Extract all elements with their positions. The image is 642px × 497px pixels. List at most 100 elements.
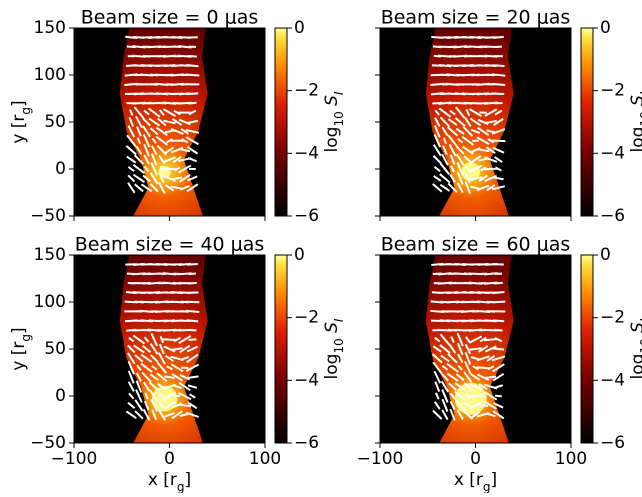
polarization-tick [493, 348, 504, 349]
label-part: g [19, 107, 33, 115]
label-part: 10 [638, 111, 642, 126]
panel-title: Beam size = 20 μas [381, 7, 571, 29]
y-tick-label: 0 [55, 386, 66, 406]
colorbar-tick-label: −4 [600, 370, 625, 390]
colorbar-tick-label: −2 [294, 81, 319, 101]
colorbar-tick-label: −2 [600, 81, 625, 101]
polarization-tick [494, 330, 502, 331]
label-part: log [628, 127, 642, 153]
label-part: 10 [332, 338, 346, 353]
label-part: x [r [148, 470, 177, 490]
colorbar [581, 255, 593, 443]
colorbar [275, 255, 287, 443]
y-tick-label: 50 [44, 339, 66, 359]
x-tick-label: 0 [164, 449, 175, 469]
y-axis-label: y [rg] [9, 100, 33, 143]
colorbar-tick-label: 0 [600, 245, 611, 265]
label-part: g [177, 480, 185, 494]
x-axis-label: x [rg] [454, 470, 497, 493]
y-tick-label: −50 [30, 206, 66, 226]
polarization-tick [186, 75, 200, 76]
colorbar-tick-label: −4 [294, 143, 319, 163]
y-tick-label: 150 [34, 18, 66, 38]
polarization-tick [485, 377, 496, 378]
label-part: S [628, 322, 642, 338]
polarization-tick [186, 311, 200, 312]
colorbar-label: log10 SI [628, 318, 642, 379]
polarization-tick [163, 339, 177, 340]
colorbar-tick-label: −6 [600, 433, 625, 453]
label-part: ] [185, 470, 192, 490]
label-part: log [322, 354, 342, 380]
heatmap [74, 28, 265, 216]
label-part: log [628, 354, 642, 380]
colorbar-tick-label: −6 [600, 206, 625, 226]
polarization-tick [491, 141, 505, 142]
label-part: y [r [9, 342, 29, 371]
label-part: 10 [638, 338, 642, 353]
label-part: g [483, 480, 491, 494]
polarization-tick [493, 37, 504, 38]
colorbar-tick-label: −2 [600, 308, 625, 328]
colorbar-tick-label: −4 [294, 370, 319, 390]
heatmap [74, 255, 265, 443]
label-part: ] [9, 100, 29, 107]
label-part: S [628, 95, 642, 111]
panel-title: Beam size = 40 μas [75, 234, 265, 256]
x-tick-label: 100 [249, 449, 281, 469]
polarization-tick [187, 93, 199, 94]
colorbar-tick-label: 0 [294, 245, 305, 265]
polarization-tick [188, 283, 197, 284]
polarization-tick [186, 302, 200, 303]
label-part: I [638, 91, 642, 95]
label-part: I [638, 318, 642, 322]
polarization-tick [188, 56, 197, 57]
label-part: 10 [332, 111, 346, 126]
colorbar [581, 28, 593, 216]
polarization-tick [188, 103, 196, 104]
colorbar-label: log10 SI [628, 91, 642, 152]
label-part: I [332, 318, 346, 322]
x-tick-label: −100 [357, 449, 404, 469]
polarization-tick [186, 65, 198, 66]
colorbar-label: log10 SI [322, 318, 346, 379]
label-part: S [322, 322, 342, 338]
panel-title: Beam size = 60 μas [381, 234, 571, 256]
y-tick-label: 50 [44, 112, 66, 132]
polarization-tick [492, 74, 506, 75]
y-tick-label: 150 [34, 245, 66, 265]
polarization-tick [492, 302, 506, 303]
polarization-tick [484, 169, 498, 170]
polarization-tick [187, 320, 199, 321]
x-tick-label: 100 [555, 449, 587, 469]
heatmap [380, 255, 571, 443]
colorbar-label: log10 SI [322, 91, 346, 152]
label-part: S [322, 95, 342, 111]
panel-title: Beam size = 0 μas [81, 7, 259, 29]
colorbar-tick-label: −6 [294, 433, 319, 453]
polarization-tick [494, 283, 503, 284]
label-part: I [332, 91, 346, 95]
y-axis-label: y [rg] [9, 327, 33, 370]
colorbar-tick-label: −6 [294, 206, 319, 226]
colorbar-tick-label: 0 [600, 18, 611, 38]
y-tick-label: 100 [34, 65, 66, 85]
polarization-tick [493, 320, 505, 321]
polarization-tick [189, 273, 196, 274]
label-part: ] [491, 470, 498, 490]
label-part: log [322, 127, 342, 153]
colorbar-tick-label: −2 [294, 308, 319, 328]
colorbar [275, 28, 287, 216]
polarization-tick [492, 84, 506, 85]
y-tick-label: −50 [30, 433, 66, 453]
polarization-tick [187, 264, 198, 265]
core [455, 383, 487, 415]
heatmap [380, 28, 571, 216]
label-part: x [r [454, 470, 483, 490]
polarization-tick [495, 396, 502, 397]
colorbar-tick-label: −4 [600, 143, 625, 163]
label-part: ] [9, 327, 29, 334]
label-part: g [19, 334, 33, 342]
label-part: y [r [9, 115, 29, 144]
